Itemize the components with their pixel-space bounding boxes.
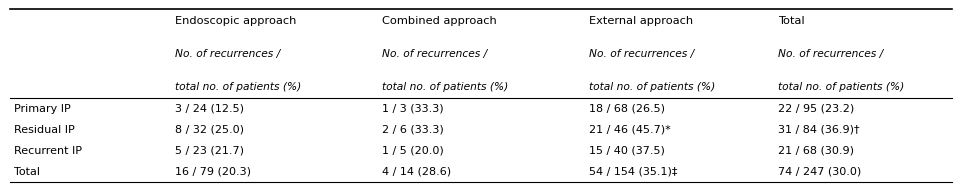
Text: 2 / 6 (33.3): 2 / 6 (33.3) [382,125,443,135]
Text: Combined approach: Combined approach [382,16,496,26]
Text: 8 / 32 (25.0): 8 / 32 (25.0) [175,125,243,135]
Text: 74 / 247 (30.0): 74 / 247 (30.0) [777,167,860,177]
Text: total no. of patients (%): total no. of patients (%) [175,82,301,92]
Text: Residual IP: Residual IP [14,125,75,135]
Text: Total: Total [14,167,40,177]
Text: 3 / 24 (12.5): 3 / 24 (12.5) [175,104,243,114]
Text: 1 / 5 (20.0): 1 / 5 (20.0) [382,146,443,156]
Text: 21 / 68 (30.9): 21 / 68 (30.9) [777,146,853,156]
Text: 15 / 40 (37.5): 15 / 40 (37.5) [589,146,665,156]
Text: No. of recurrences /: No. of recurrences / [777,49,882,59]
Text: total no. of patients (%): total no. of patients (%) [777,82,903,92]
Text: 16 / 79 (20.3): 16 / 79 (20.3) [175,167,251,177]
Text: No. of recurrences /: No. of recurrences / [589,49,694,59]
Text: Total: Total [777,16,803,26]
Text: total no. of patients (%): total no. of patients (%) [382,82,507,92]
Text: 4 / 14 (28.6): 4 / 14 (28.6) [382,167,451,177]
Text: Primary IP: Primary IP [14,104,71,114]
Text: 5 / 23 (21.7): 5 / 23 (21.7) [175,146,243,156]
Text: Endoscopic approach: Endoscopic approach [175,16,296,26]
Text: 31 / 84 (36.9)†: 31 / 84 (36.9)† [777,125,858,135]
Text: 1 / 3 (33.3): 1 / 3 (33.3) [382,104,443,114]
Text: No. of recurrences /: No. of recurrences / [382,49,487,59]
Text: 54 / 154 (35.1)‡: 54 / 154 (35.1)‡ [589,167,678,177]
Text: No. of recurrences /: No. of recurrences / [175,49,280,59]
Text: 18 / 68 (26.5): 18 / 68 (26.5) [589,104,665,114]
Text: 22 / 95 (23.2): 22 / 95 (23.2) [777,104,853,114]
Text: total no. of patients (%): total no. of patients (%) [589,82,715,92]
Text: External approach: External approach [589,16,693,26]
Text: Recurrent IP: Recurrent IP [14,146,83,156]
Text: 21 / 46 (45.7)*: 21 / 46 (45.7)* [589,125,671,135]
